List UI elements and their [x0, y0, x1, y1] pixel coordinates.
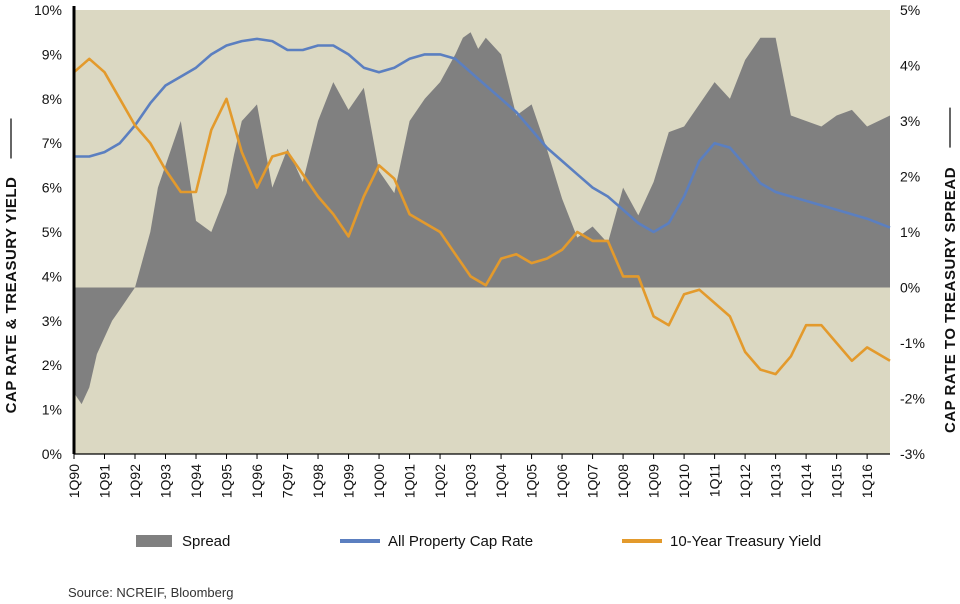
right-tick-label: 5% — [900, 2, 920, 18]
x-tick-label: 1Q16 — [859, 464, 875, 498]
x-tick-label: 1Q02 — [432, 464, 448, 498]
right-tick-label: -3% — [900, 446, 925, 462]
right-tick-label: 0% — [900, 280, 920, 296]
left-tick-label: 7% — [42, 135, 62, 151]
left-tick-label: 0% — [42, 446, 62, 462]
x-tick-label: 1Q08 — [615, 464, 631, 498]
right-tick-label: 4% — [900, 58, 920, 74]
x-tick-label: 1Q94 — [188, 464, 204, 498]
x-tick-label: 1Q11 — [707, 464, 723, 497]
spread-area — [74, 32, 890, 405]
left-tick-label: 1% — [42, 402, 62, 418]
x-tick-label: 1Q96 — [249, 464, 265, 498]
legend-label: 10-Year Treasury Yield — [670, 533, 821, 550]
x-tick-label: 1Q93 — [158, 464, 174, 498]
x-tick-label: 1Q05 — [524, 464, 540, 498]
legend-label: All Property Cap Rate — [388, 533, 533, 550]
right-tick-label: 2% — [900, 169, 920, 185]
x-tick-label: 1Q90 — [66, 464, 82, 498]
right-tick-label: 3% — [900, 113, 920, 129]
x-tick-label: 1Q13 — [768, 464, 784, 498]
x-tick-label: 1Q10 — [676, 464, 692, 498]
series-lines-layer — [73, 37, 891, 376]
x-tick-label: 1Q01 — [402, 464, 418, 498]
left-tick-label: 2% — [42, 357, 62, 373]
axes-layer: 0% 1% 2% 3% 4% 5% 6% 7% 8% 9% 10% -3% -2% -1% 0% 1% 2% 3%… — [3, 2, 959, 498]
right-tick-label: -1% — [900, 335, 925, 351]
x-tick-label: 1Q07 — [585, 464, 601, 498]
x-tick-label: 7Q97 — [280, 464, 296, 498]
right-axis-title-label: CAP RATE TO TREASURY SPREAD — [942, 167, 959, 433]
x-tick-label: 1Q91 — [97, 464, 113, 498]
left-tick-label: 3% — [42, 313, 62, 329]
x-tick-label: 1Q00 — [371, 464, 387, 498]
left-tick-label: 10% — [34, 2, 62, 18]
x-tick-label: 1Q14 — [798, 464, 814, 498]
x-tick-label: 1Q09 — [646, 464, 662, 498]
x-tick-label: 1Q12 — [737, 464, 753, 498]
left-axis-title-label: CAP RATE & TREASURY YIELD — [3, 177, 20, 414]
x-tick-label: 1Q95 — [219, 464, 235, 498]
x-tick-label: 1Q03 — [463, 464, 479, 498]
left-axis-title: CAP RATE & TREASURY YIELD — [3, 118, 20, 414]
left-tick-label: 9% — [42, 46, 62, 62]
x-tick-label: 1Q99 — [341, 464, 357, 498]
legend-swatch-spread — [136, 535, 172, 547]
left-tick-label: 5% — [42, 224, 62, 240]
x-tick-label: 1Q04 — [493, 464, 509, 498]
legend-label: Spread — [182, 533, 230, 550]
right-tick-label: -2% — [900, 391, 925, 407]
x-tick-label: 1Q15 — [829, 464, 845, 498]
left-tick-label: 8% — [42, 91, 62, 107]
cap-rate-line — [74, 37, 891, 234]
x-tick-label: 1Q98 — [310, 464, 326, 498]
source-note: Source: NCREIF, Bloomberg — [68, 585, 233, 600]
right-tick-label: 1% — [900, 224, 920, 240]
spread-area-layer — [74, 32, 890, 405]
legend: Spread All Property Cap Rate 10-Year Treas… — [136, 533, 821, 550]
x-tick-label: 1Q92 — [127, 464, 143, 498]
treasury-yield-line — [73, 57, 891, 376]
x-tick-label: 1Q06 — [554, 464, 570, 498]
left-tick-label: 4% — [42, 268, 62, 284]
left-tick-label: 6% — [42, 180, 62, 196]
right-axis-title: CAP RATE TO TREASURY SPREAD — [942, 107, 959, 433]
